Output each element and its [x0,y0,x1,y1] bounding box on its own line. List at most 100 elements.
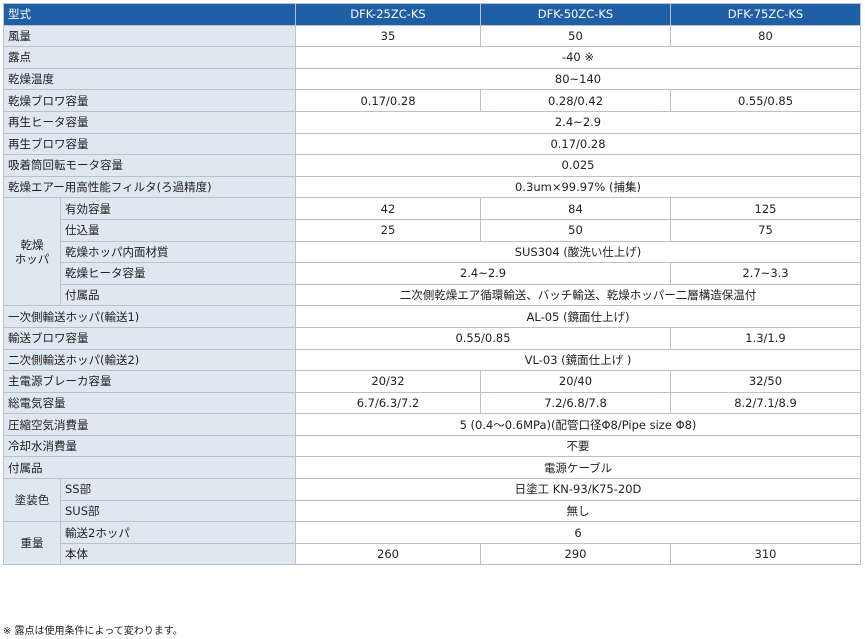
row-label: 乾燥ホッパ内面材質 [60,240,296,264]
value-cell: 50 [480,218,671,242]
value-cell: 0.17/0.28 [295,132,861,156]
value-cell: 6.7/6.3/7.2 [295,391,481,415]
value-cell: SUS304 (酸洗い仕上げ) [295,240,861,264]
row-label: 一次側輸送ホッパ(輸送1) [3,305,296,328]
value-cell: 42 [295,197,481,220]
table-row: 乾燥ヒータ容量 2.4~2.9 2.7~3.3 [4,262,861,285]
row-label: 乾燥温度 [3,67,296,91]
spec-table: 型式 DFK-25ZC-KS DFK-50ZC-KS DFK-75ZC-KS 風量 35… [3,3,861,566]
value-cell: 1.3/1.9 [670,326,861,350]
value-cell: -40 ※ [295,46,861,69]
row-label: 仕込量 [60,218,296,242]
group-label: 重量 [3,521,61,566]
table-row: 塗装色 SS部 日塗工 KN-93/K75-20D [3,478,861,523]
row-label: 露点 [3,46,296,69]
header-cell: DFK-75ZC-KS [670,3,861,26]
value-cell: 0.17/0.28 [295,89,481,112]
row-label: 乾燥ブロワ容量 [3,89,296,112]
row-label: 再生ヒータ容量 [3,110,296,134]
row-label: 輸送2ホッパ [60,521,296,544]
value-cell: 8.2/7.1/8.9 [670,391,861,415]
value-cell: 25 [295,218,481,242]
value-cell: 32/50 [670,370,861,393]
table-head: 型式 DFK-25ZC-KS DFK-50ZC-KS DFK-75ZC-KS [3,3,861,26]
table-row: 仕込量 25 50 75 [4,218,861,242]
table-row: 付属品 電源ケーブル [3,456,861,480]
table-row: 乾燥ホッパ内面材質 SUS304 (酸洗い仕上げ) [4,240,861,264]
footnote: ※ 露点は使用条件によって変わります。 [3,626,183,637]
value-cell: 35 [295,24,481,48]
value-cell: 75 [670,218,861,242]
value-cell: 0.3um×99.97% (捕集) [295,175,861,199]
row-label: 総電気容量 [3,391,296,415]
row-label: 有効容量 [60,197,296,220]
row-label: 乾燥エアー用高性能フィルタ(ろ過精度) [3,175,296,199]
header-cell: DFK-50ZC-KS [480,3,671,26]
value-cell: 310 [670,542,861,566]
table-row: 圧縮空気消費量 5 (0.4～0.6MPa)(配管口径Φ8/Pipe size Φ… [3,413,861,436]
value-cell: 5 (0.4～0.6MPa)(配管口径Φ8/Pipe size Φ8) [295,413,861,436]
row-label: 再生ブロワ容量 [3,132,296,156]
table-row: 二次側輸送ホッパ(輸送2) VL-03 (鏡面仕上げ ) [3,348,861,372]
value-cell: 80 [670,24,861,48]
row-label: 吸着筒回転モータ容量 [3,154,296,177]
row-label: 本体 [60,542,296,566]
row-label: 輸送ブロワ容量 [3,326,296,350]
row-label: 付属品 [3,456,296,480]
value-cell: 6 [295,521,861,544]
table-row: 吸着筒回転モータ容量 0.025 [3,154,861,177]
value-cell: VL-03 (鏡面仕上げ ) [295,348,861,372]
value-cell: 2.4~2.9 [295,262,671,285]
value-cell: 電源ケーブル [295,456,861,480]
table-row: 乾燥ブロワ容量 0.17/0.28 0.28/0.42 0.55/0.85 [3,89,861,112]
table-row: 乾燥 ホッパ 有効容量 42 84 125 [3,197,861,307]
value-cell: 80~140 [295,67,861,91]
value-cell: 125 [670,197,861,220]
table-row: 重量 輸送2ホッパ 6 [3,521,861,566]
value-cell: 二次側乾燥エア循環輸送、バッチ輸送、乾燥ホッパー二層構造保温付 [295,283,861,307]
row-label: SUS部 [60,499,296,523]
value-cell: AL-05 (鏡面仕上げ) [295,305,861,328]
table-row: 再生ヒータ容量 2.4~2.9 [3,110,861,134]
value-cell: 20/40 [480,370,671,393]
table-row: 付属品 二次側乾燥エア循環輸送、バッチ輸送、乾燥ホッパー二層構造保温付 [4,283,861,307]
value-cell: 0.025 [295,154,861,177]
row-label: 主電源ブレーカ容量 [3,370,296,393]
value-cell: 無し [295,499,861,523]
row-label: 付属品 [60,283,296,307]
group-label: 乾燥 ホッパ [3,197,61,307]
value-cell: 50 [480,24,671,48]
table-row: 総電気容量 6.7/6.3/7.2 7.2/6.8/7.8 8.2/7.1/8.9 [3,391,861,415]
table-row: 再生ブロワ容量 0.17/0.28 [3,132,861,156]
value-cell: 260 [295,542,481,566]
table-row: 露点 -40 ※ [3,46,861,69]
table-row: 乾燥温度 80~140 [3,67,861,91]
row-label: 圧縮空気消費量 [3,413,296,436]
group-label: 塗装色 [3,478,61,523]
value-cell: 0.55/0.85 [295,326,671,350]
value-cell: 2.4~2.9 [295,110,861,134]
table-row: 一次側輸送ホッパ(輸送1) AL-05 (鏡面仕上げ) [3,305,861,328]
value-cell: 20/32 [295,370,481,393]
table-row: SUS部 無し [4,499,861,523]
row-label: 二次側輸送ホッパ(輸送2) [3,348,296,372]
table-row: 風量 35 50 80 [3,24,861,48]
header-row: 型式 DFK-25ZC-KS DFK-50ZC-KS DFK-75ZC-KS [3,3,861,26]
value-cell: 日塗工 KN-93/K75-20D [295,478,861,501]
table-body: 風量 35 50 80 露点 -40 ※ 乾燥温度 80~140 乾燥ブロワ容量 0.17/0.2… [3,24,861,566]
table-row: 主電源ブレーカ容量 20/32 20/40 32/50 [3,370,861,393]
value-cell: 290 [480,542,671,566]
table-row: 乾燥エアー用高性能フィルタ(ろ過精度) 0.3um×99.97% (捕集) [3,175,861,199]
value-cell: 7.2/6.8/7.8 [480,391,671,415]
row-label: SS部 [60,478,296,501]
value-cell: 0.28/0.42 [480,89,671,112]
value-cell: 不要 [295,434,861,458]
table-row: 冷却水消費量 不要 [3,434,861,458]
row-label: 冷却水消費量 [3,434,296,458]
value-cell: 0.55/0.85 [670,89,861,112]
header-cell: DFK-25ZC-KS [295,3,481,26]
table-row: 輸送ブロワ容量 0.55/0.85 1.3/1.9 [3,326,861,350]
row-label: 乾燥ヒータ容量 [60,262,296,285]
